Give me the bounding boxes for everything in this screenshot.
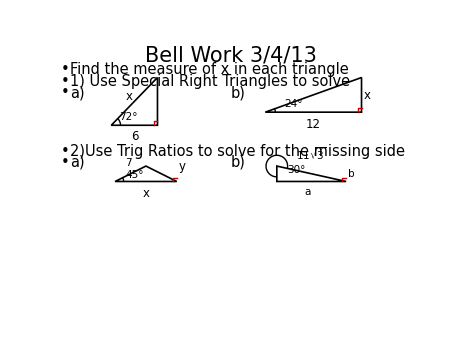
Text: •: • (61, 85, 70, 100)
Text: 72°: 72° (119, 112, 138, 122)
Text: b: b (348, 169, 355, 179)
Text: •: • (61, 74, 70, 89)
Text: 2)Use Trig Ratios to solve for the missing side: 2)Use Trig Ratios to solve for the missi… (70, 144, 405, 159)
Text: a): a) (70, 85, 84, 100)
Text: a): a) (70, 154, 84, 170)
Text: 7: 7 (125, 159, 131, 168)
Text: •: • (61, 154, 70, 170)
Text: 6: 6 (130, 130, 138, 143)
Text: a: a (305, 187, 311, 197)
Text: Bell Work 3/4/13: Bell Work 3/4/13 (145, 45, 316, 65)
Text: 12: 12 (306, 118, 320, 130)
Text: y: y (179, 160, 186, 173)
Text: $11\sqrt{3}$: $11\sqrt{3}$ (296, 146, 327, 162)
Text: x: x (126, 90, 132, 103)
Text: 45°: 45° (126, 170, 144, 180)
Text: 1) Use Special Right Triangles to solve: 1) Use Special Right Triangles to solve (70, 74, 350, 89)
Text: b): b) (230, 154, 246, 170)
Text: x: x (364, 89, 371, 102)
Text: 30°: 30° (287, 165, 305, 175)
Text: •: • (61, 144, 70, 159)
Text: x: x (142, 187, 149, 200)
Text: b): b) (230, 85, 246, 100)
Text: Find the measure of x in each triangle: Find the measure of x in each triangle (70, 62, 348, 77)
Text: •: • (61, 62, 70, 77)
Text: 24°: 24° (284, 99, 303, 109)
